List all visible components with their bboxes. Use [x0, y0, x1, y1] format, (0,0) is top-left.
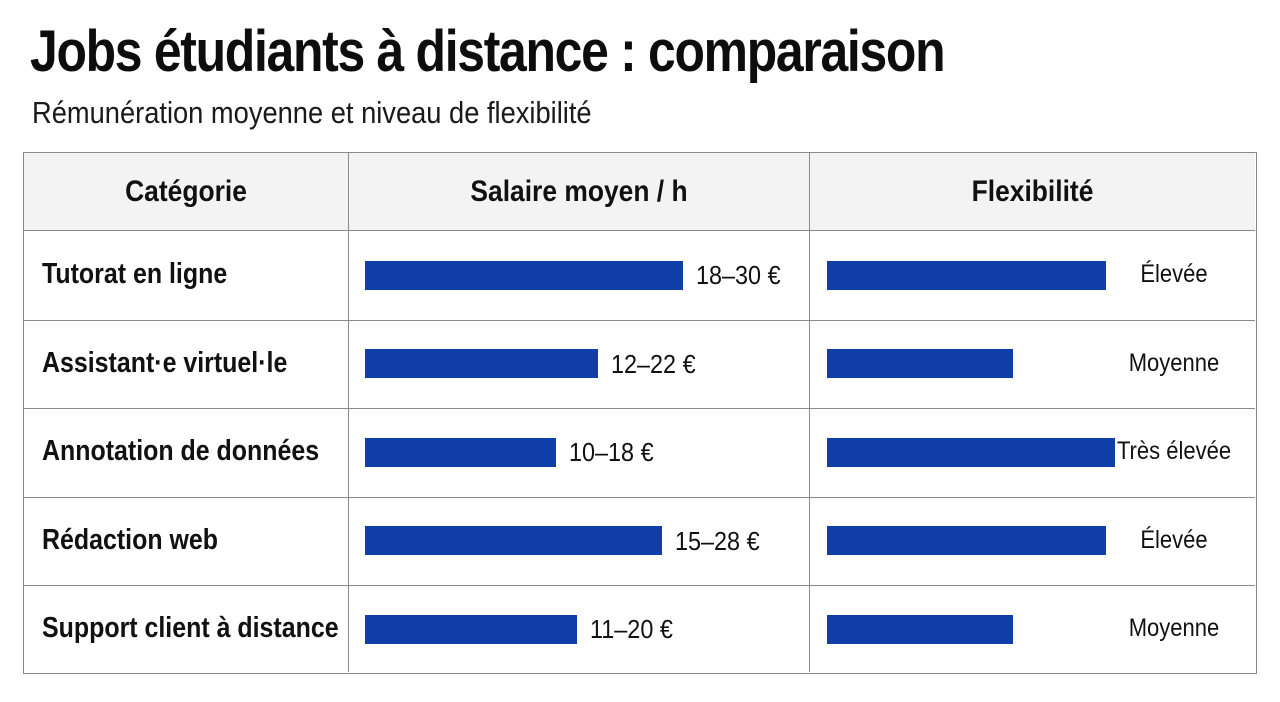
- row-divider: [24, 496, 1255, 498]
- salary-bar: [365, 614, 577, 644]
- chart-subtitle: Rémunération moyenne et niveau de flexib…: [32, 95, 592, 130]
- salary-bar: [365, 526, 662, 556]
- header-flexibility: Flexibilité: [971, 175, 1094, 208]
- flexibility-bar: [827, 614, 1013, 644]
- flexibility-bar: [827, 526, 1106, 556]
- chart-title: Jobs étudiants à distance : comparaison: [30, 19, 946, 84]
- category-label: Assistant·e virtuel·le: [42, 346, 288, 379]
- flexibility-bar: [827, 260, 1106, 290]
- salary-value-label: 11–20 €: [590, 614, 673, 645]
- row-divider: [24, 585, 1255, 586]
- category-label: Rédaction web: [42, 523, 219, 556]
- flexibility-label: Très élevée: [1116, 437, 1232, 466]
- flexibility-label: Élevée: [1140, 525, 1208, 554]
- category-label: Tutorat en ligne: [42, 258, 228, 291]
- salary-bar: [365, 260, 683, 290]
- flexibility-bar: [827, 437, 1115, 467]
- flexibility-label: Élevée: [1140, 260, 1208, 289]
- column-divider: [809, 153, 810, 672]
- salary-bar: [365, 349, 598, 379]
- salary-value-label: 18–30 €: [696, 260, 781, 291]
- header-category: Catégorie: [125, 175, 247, 208]
- category-label: Annotation de données: [42, 435, 320, 468]
- flexibility-label: Moyenne: [1128, 348, 1220, 377]
- row-divider: [24, 408, 1255, 409]
- salary-value-label: 15–28 €: [675, 525, 760, 556]
- flexibility-label: Moyenne: [1128, 614, 1220, 643]
- salary-value-label: 12–22 €: [611, 348, 696, 379]
- salary-bar: [365, 437, 556, 467]
- column-divider: [348, 153, 349, 672]
- salary-value-label: 10–18 €: [569, 437, 654, 468]
- row-divider: [24, 319, 1255, 321]
- comparison-table: Catégorie Salaire moyen / h Flexibilité …: [23, 152, 1257, 674]
- header-salary: Salaire moyen / h: [470, 175, 688, 208]
- flexibility-bar: [827, 349, 1013, 379]
- table-header-row: Catégorie Salaire moyen / h Flexibilité: [24, 153, 1255, 231]
- category-label: Support client à distance: [42, 612, 339, 645]
